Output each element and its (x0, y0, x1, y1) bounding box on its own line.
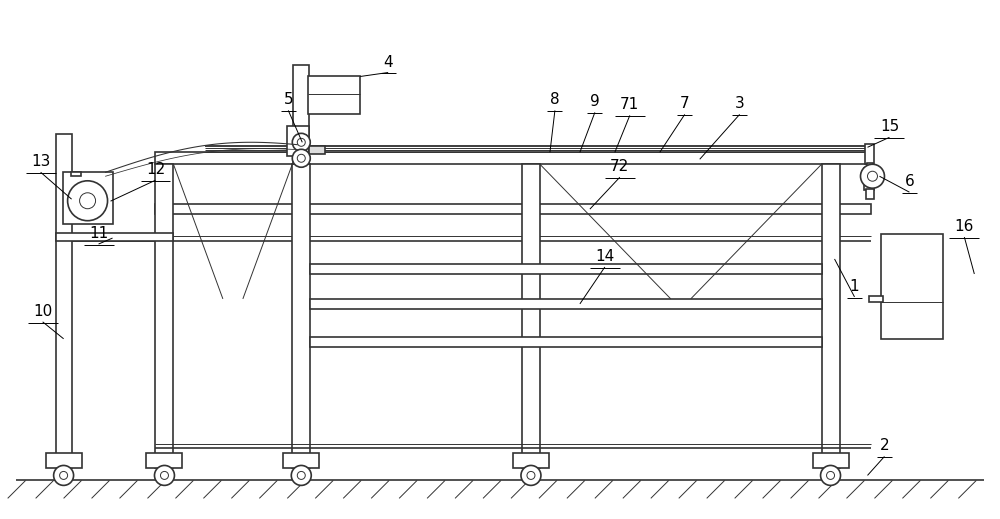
Bar (46, 454, 82, 469)
Circle shape (827, 471, 835, 480)
Text: 9: 9 (590, 94, 600, 110)
Bar (867, 163, 873, 170)
Bar (292, 164, 310, 469)
Circle shape (527, 471, 535, 480)
Text: 1: 1 (850, 279, 859, 294)
Text: 72: 72 (610, 159, 629, 174)
Circle shape (68, 181, 108, 221)
Circle shape (292, 133, 310, 152)
Bar (293, 64, 309, 164)
Text: 13: 13 (31, 154, 50, 169)
Text: 71: 71 (620, 98, 639, 113)
Text: 2: 2 (880, 439, 889, 454)
Text: 7: 7 (680, 97, 690, 112)
Text: 10: 10 (33, 304, 52, 319)
Bar (287, 126, 309, 156)
Bar (869, 296, 883, 302)
Circle shape (160, 471, 168, 480)
Bar (308, 76, 360, 114)
Bar (155, 204, 871, 214)
Bar (310, 299, 822, 309)
Text: 5: 5 (283, 92, 293, 107)
Circle shape (867, 171, 877, 181)
Bar (522, 164, 540, 469)
Bar (865, 144, 874, 164)
Circle shape (297, 154, 305, 162)
Text: 11: 11 (89, 226, 108, 241)
Text: 3: 3 (735, 97, 745, 112)
Bar (71, 172, 81, 176)
Bar (822, 164, 840, 469)
Circle shape (860, 164, 884, 188)
Bar (310, 264, 822, 274)
Bar (309, 146, 325, 154)
Bar (513, 454, 549, 469)
Bar (310, 337, 822, 347)
Bar (63, 172, 113, 224)
Circle shape (821, 466, 841, 485)
Bar (146, 454, 182, 469)
Text: 4: 4 (383, 54, 393, 70)
Bar (56, 134, 72, 469)
Circle shape (292, 149, 310, 167)
Bar (56, 233, 173, 241)
Circle shape (297, 471, 305, 480)
Text: 16: 16 (955, 219, 974, 234)
Text: 8: 8 (550, 92, 560, 107)
Circle shape (80, 193, 96, 209)
Bar (881, 234, 943, 339)
Text: 12: 12 (146, 162, 165, 177)
Circle shape (521, 466, 541, 485)
Circle shape (54, 466, 74, 485)
Circle shape (291, 466, 311, 485)
Text: 15: 15 (880, 119, 899, 134)
Bar (283, 454, 319, 469)
Text: 14: 14 (595, 249, 614, 264)
Circle shape (154, 466, 174, 485)
Circle shape (60, 471, 68, 480)
Bar (864, 168, 874, 190)
Bar (155, 164, 173, 469)
Bar (155, 152, 871, 164)
Bar (813, 454, 849, 469)
Circle shape (297, 139, 305, 146)
Bar (866, 189, 874, 199)
Text: 6: 6 (905, 174, 914, 189)
